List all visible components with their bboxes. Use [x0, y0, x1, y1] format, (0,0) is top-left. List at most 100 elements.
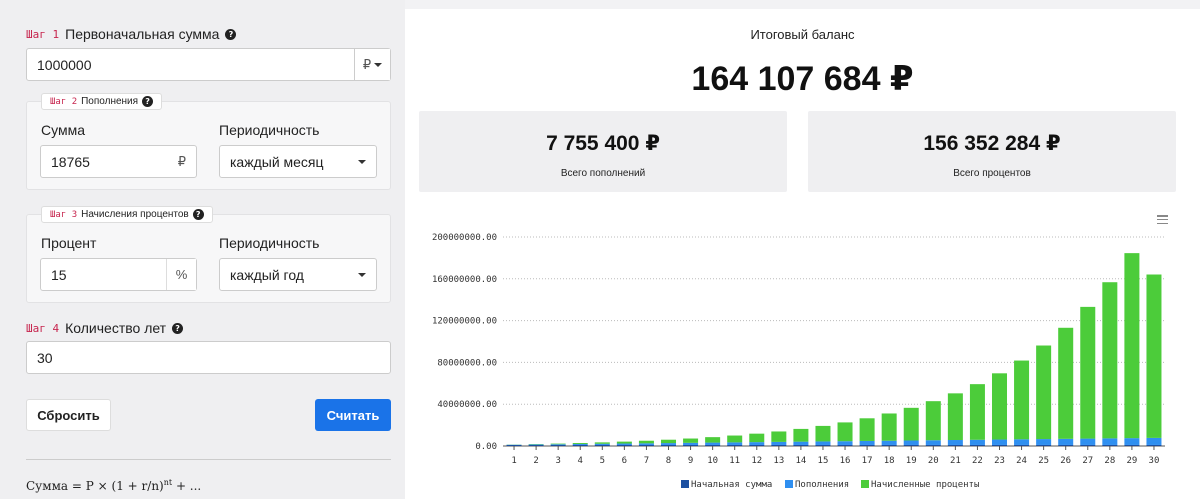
legend-swatch [861, 480, 869, 488]
y-tick-label: 120000000.00 [432, 317, 497, 327]
bar-segment [1036, 444, 1052, 446]
interest-period-label: Периодичность [219, 235, 320, 251]
x-tick-label: 11 [729, 456, 740, 466]
bar-segment [1014, 439, 1030, 445]
x-tick-label: 29 [1126, 456, 1137, 466]
bar-segment [925, 401, 941, 441]
bar-segment [991, 444, 1008, 446]
bar-segment [1080, 438, 1096, 445]
x-tick-label: 30 [1149, 456, 1160, 466]
interest-total-label: Всего процентов [953, 168, 1031, 179]
calculate-button[interactable]: Считать [315, 399, 391, 431]
y-tick-label: 200000000.00 [432, 233, 497, 243]
y-tick-label: 40000000.00 [437, 400, 497, 410]
bar-segment [793, 441, 809, 445]
percent-unit: % [166, 259, 196, 290]
bar-segment [1146, 444, 1162, 446]
legend-label: Пополнения [795, 480, 849, 490]
total-balance-title: Итоговый баланс [750, 27, 855, 42]
bar-segment [638, 444, 654, 446]
bar-segment [815, 425, 831, 442]
bar-segment [1058, 438, 1074, 445]
help-icon[interactable]: ? [225, 28, 237, 40]
deposit-period-label: Периодичность [219, 122, 320, 138]
help-icon[interactable]: ? [192, 209, 204, 220]
years-label: Количество лет [65, 320, 167, 336]
bar-segment [1058, 327, 1074, 439]
bar-segment [1146, 274, 1162, 438]
bar-segment [793, 444, 809, 446]
bar-segment [594, 443, 610, 445]
caret-down-icon [374, 62, 383, 67]
bar-segment [727, 442, 743, 445]
x-tick-label: 2 [533, 456, 538, 466]
step-1-tag: Шаг 1 [26, 27, 60, 41]
interest-fieldset: Шаг 3 Начисления процентов ? Процент 15 … [26, 206, 391, 303]
bar-segment [594, 444, 610, 446]
bar-segment [903, 440, 919, 445]
bar-segment [771, 431, 787, 442]
deposits-total-value: 7 755 400 ₽ [546, 132, 660, 155]
bar-segment [683, 444, 699, 446]
bar-segment [749, 433, 765, 443]
x-tick-label: 1 [511, 456, 516, 466]
bar-segment [727, 444, 743, 446]
interest-rate-input[interactable]: 15 % [40, 258, 197, 291]
bar-segment [1124, 444, 1140, 446]
bar-segment [638, 443, 654, 445]
x-tick-label: 12 [751, 456, 762, 466]
currency-dropdown[interactable]: ₽ [354, 49, 390, 80]
chart-menu-icon[interactable] [1157, 215, 1168, 224]
bar-segment [1014, 444, 1030, 446]
bar-segment [1058, 444, 1074, 446]
reset-button[interactable]: Сбросить [26, 399, 111, 431]
bar-segment [594, 442, 610, 444]
formula: Сумма = P × (1 + r/n)nt + ... [26, 478, 202, 493]
bar-segment [969, 439, 985, 445]
deposit-amount-input[interactable]: 18765 ₽ [40, 145, 197, 178]
x-tick-label: 28 [1104, 456, 1115, 466]
bar-segment [969, 384, 985, 440]
bar-segment [771, 444, 787, 446]
bar-segment [969, 444, 985, 446]
bar-segment [660, 439, 677, 444]
x-tick-label: 8 [666, 456, 671, 466]
bar-segment [925, 440, 941, 445]
bar-segment [881, 444, 897, 446]
help-icon[interactable]: ? [142, 96, 154, 107]
bar-segment [683, 442, 699, 445]
initial-amount-input[interactable]: 1000000 ₽ [26, 48, 391, 81]
bar-segment [859, 444, 875, 446]
bar-segment [881, 440, 897, 445]
bar-segment [727, 435, 743, 443]
bar-segment [572, 443, 588, 445]
bar-segment [1080, 306, 1096, 439]
bar-segment [1124, 253, 1140, 439]
interest-total-value: 156 352 284 ₽ [923, 132, 1061, 155]
bar-segment [550, 444, 566, 445]
interest-rate-label: Процент [41, 235, 97, 251]
bar-segment [572, 444, 588, 446]
legend-label: Начисленные проценты [871, 480, 979, 490]
results-panel: Итоговый баланс 164 107 684 ₽ 7 755 400 … [405, 9, 1200, 499]
x-tick-label: 15 [818, 456, 829, 466]
bar-segment [947, 393, 963, 441]
bar-segment [749, 442, 765, 445]
x-tick-label: 23 [994, 456, 1005, 466]
total-balance-value: 164 107 684 ₽ [691, 60, 914, 98]
interest-period-select[interactable]: каждый год [219, 258, 377, 291]
x-tick-label: 25 [1038, 456, 1049, 466]
bar-segment [903, 407, 919, 441]
x-tick-label: 3 [555, 456, 560, 466]
help-icon[interactable]: ? [172, 322, 184, 334]
years-input[interactable]: 30 [26, 341, 391, 374]
bar-segment [815, 444, 831, 446]
x-tick-label: 9 [688, 456, 693, 466]
bar-segment [660, 444, 677, 446]
bar-segment [859, 418, 875, 441]
y-tick-label: 160000000.00 [432, 275, 497, 285]
x-tick-label: 22 [972, 456, 983, 466]
deposit-period-select[interactable]: каждый месяц [219, 145, 377, 178]
bar-segment [1102, 444, 1118, 446]
bar-segment [1036, 345, 1052, 440]
